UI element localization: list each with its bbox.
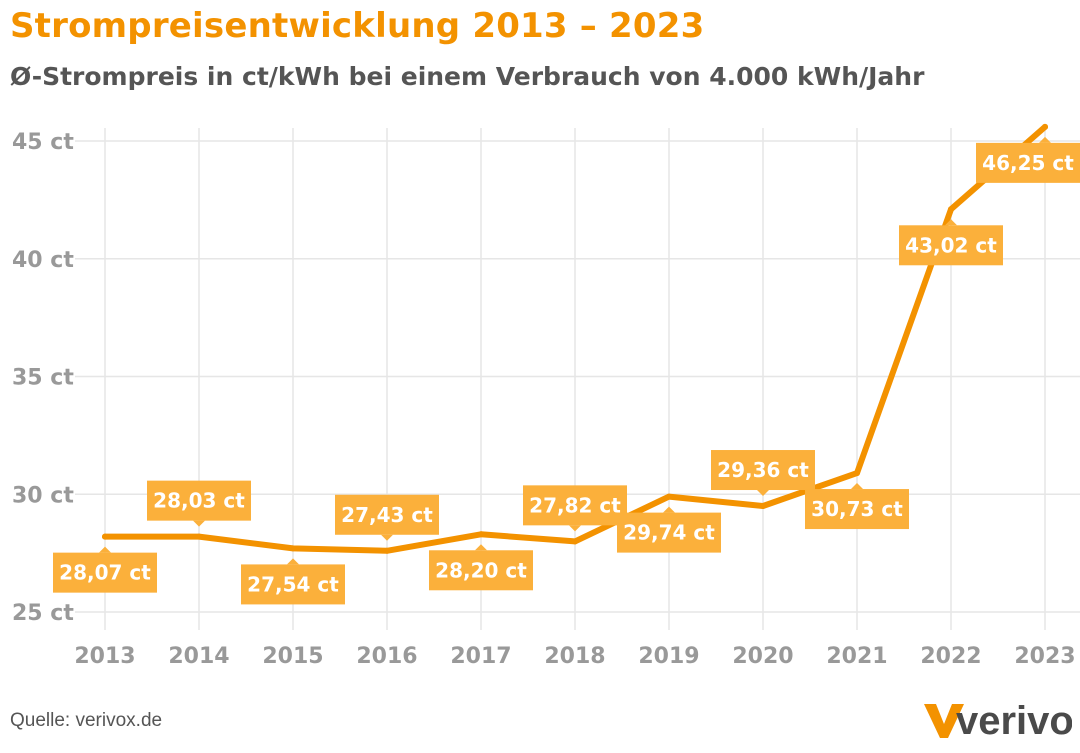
data-label-text-2013: 28,07 ct	[59, 561, 151, 585]
label-layer: 28,07 ct 28,03 ct 27,54 ct 27,43 ct 28,20 ct…	[53, 136, 1080, 605]
data-label-text-2022: 43,02 ct	[905, 233, 997, 257]
logo-v-mark-icon	[924, 704, 964, 738]
data-label-2022: 43,02 ct	[899, 219, 1003, 266]
data-label-text-2023: 46,25 ct	[982, 151, 1074, 175]
data-label-text-2016: 27,43 ct	[341, 503, 433, 527]
y-tick-label-25: 25 ct	[12, 601, 74, 626]
chart-title: Strompreisentwicklung 2013 – 2023	[10, 6, 705, 46]
line-layer	[102, 123, 1048, 554]
x-tick-label-2018: 2018	[544, 644, 605, 669]
axis-layer: 25 ct 30 ct 35 ct 40 ct 45 ct 2013 2014 2015 201…	[12, 130, 1076, 669]
data-label-2014: 28,03 ct	[147, 480, 251, 527]
data-label-text-2019: 29,74 ct	[623, 521, 715, 545]
data-label-2018: 27,82 ct	[523, 485, 627, 532]
x-tick-label-2022: 2022	[920, 644, 981, 669]
line-chart: 28,07 ct 28,03 ct 27,54 ct 27,43 ct 28,20 ct…	[12, 123, 1080, 669]
x-tick-label-2014: 2014	[168, 644, 229, 669]
data-label-2021: 30,73 ct	[805, 483, 909, 530]
y-tick-label-30: 30 ct	[12, 483, 74, 508]
data-point-2021	[854, 470, 860, 477]
data-point-2014	[196, 533, 202, 540]
data-label-2016: 27,43 ct	[335, 494, 439, 541]
y-tick-label-35: 35 ct	[12, 366, 74, 391]
data-point-2020	[760, 503, 766, 510]
x-tick-label-2013: 2013	[74, 644, 135, 669]
y-tick-label-40: 40 ct	[12, 248, 74, 273]
logo-text: verivox	[956, 699, 1072, 740]
data-point-2017	[478, 531, 484, 538]
data-label-text-2017: 28,20 ct	[435, 558, 527, 582]
x-tick-label-2021: 2021	[826, 644, 887, 669]
data-label-2017: 28,20 ct	[429, 544, 533, 591]
data-label-2020: 29,36 ct	[711, 450, 815, 497]
x-tick-label-2015: 2015	[262, 644, 323, 669]
x-tick-label-2019: 2019	[638, 644, 699, 669]
data-point-2018	[572, 538, 578, 545]
data-label-text-2015: 27,54 ct	[247, 572, 339, 596]
data-point-2023	[1042, 123, 1048, 130]
data-label-text-2020: 29,36 ct	[717, 458, 809, 482]
x-tick-label-2020: 2020	[732, 644, 793, 669]
data-label-2015: 27,54 ct	[241, 558, 345, 605]
chart-subtitle: Ø-Strompreis in ct/kWh bei einem Verbrau…	[10, 62, 925, 91]
data-point-2019	[666, 493, 672, 500]
data-label-text-2018: 27,82 ct	[529, 493, 621, 517]
x-tick-label-2023: 2023	[1014, 644, 1075, 669]
x-tick-label-2016: 2016	[356, 644, 417, 669]
data-label-text-2021: 30,73 ct	[811, 497, 903, 521]
data-point-2015	[290, 545, 296, 552]
data-label-2019: 29,74 ct	[617, 506, 721, 553]
source-note: Quelle: verivox.de	[10, 710, 163, 731]
y-tick-label-45: 45 ct	[12, 130, 74, 155]
grid-layer	[75, 128, 1080, 630]
data-label-2013: 28,07 ct	[53, 546, 157, 593]
x-tick-label-2017: 2017	[450, 644, 511, 669]
data-label-2023: 46,25 ct	[976, 136, 1080, 183]
data-point-2016	[384, 547, 390, 554]
data-point-2022	[948, 206, 954, 213]
data-label-text-2014: 28,03 ct	[153, 489, 245, 513]
verivox-logo[interactable]: verivox	[922, 696, 1072, 740]
data-point-2013	[102, 533, 108, 540]
